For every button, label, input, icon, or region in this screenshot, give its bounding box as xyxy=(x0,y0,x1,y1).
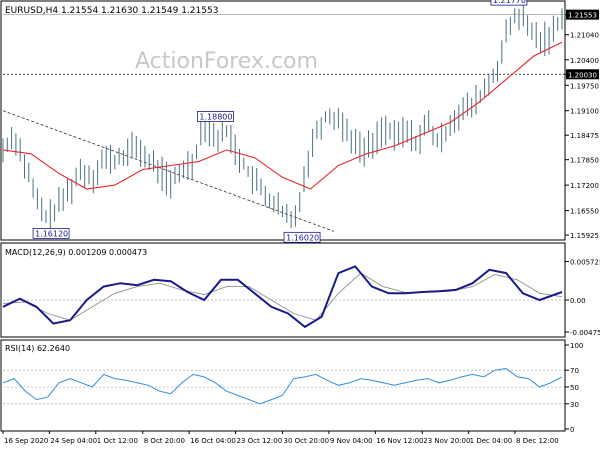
macd-tick-label: 0.005725 xyxy=(570,259,600,267)
support-level-label: 1.20030 xyxy=(568,71,597,79)
time-tick-label: 24 Sep 04:00 xyxy=(50,437,97,445)
rsi-tick-label: 30 xyxy=(570,401,579,409)
time-tick-label: 23 Oct 12:00 xyxy=(237,437,283,445)
rsi-title: RSI(14) 62.2640 xyxy=(5,344,70,353)
price-callout-label: 1.21770 xyxy=(493,0,526,5)
time-tick-label: 16 Sep 2020 xyxy=(4,437,48,445)
time-tick-label: 8 Oct 20:00 xyxy=(144,437,185,445)
price-tick-label: 1.19750 xyxy=(570,82,599,90)
time-tick-label: 1 Dec 04:00 xyxy=(470,437,513,445)
price-title: EURUSD,H4 1.21554 1.21630 1.21549 1.2155… xyxy=(5,6,218,16)
time-tick-label: 23 Nov 20:00 xyxy=(423,437,470,445)
watermark: ActionForex.com xyxy=(135,49,318,74)
rsi-tick-label: 50 xyxy=(570,384,579,392)
time-tick-label: 9 Nov 04:00 xyxy=(330,437,373,445)
price-callout-label: 1.18800 xyxy=(199,112,232,121)
current-price-label: 1.21553 xyxy=(568,12,597,20)
price-tick-label: 1.17850 xyxy=(570,157,599,165)
rsi-tick-label: 70 xyxy=(570,367,579,375)
macd-tick-label: -0.004755 xyxy=(570,329,600,337)
macd-title: MACD(12,26,9) 0.001209 0.000473 xyxy=(5,248,147,257)
price-callout-label: 1.16020 xyxy=(286,233,319,242)
price-tick-label: 1.21040 xyxy=(570,32,599,40)
time-tick-label: 8 Dec 12:00 xyxy=(516,437,559,445)
price-tick-label: 1.20400 xyxy=(570,57,599,65)
price-tick-label: 1.16550 xyxy=(570,208,599,216)
time-tick-label: 1 Oct 12:00 xyxy=(97,437,138,445)
price-callout-label: 1.16120 xyxy=(35,229,68,238)
time-tick-label: 16 Nov 12:00 xyxy=(376,437,423,445)
price-tick-label: 1.15925 xyxy=(570,232,599,240)
price-tick-label: 1.18475 xyxy=(570,132,599,140)
price-tick-label: 1.19100 xyxy=(570,108,599,116)
rsi-tick-label: 0 xyxy=(570,426,574,434)
time-tick-label: 16 Oct 04:00 xyxy=(190,437,236,445)
macd-tick-label: 0.00 xyxy=(570,297,586,305)
time-tick-label: 30 Oct 20:00 xyxy=(284,437,330,445)
rsi-tick-label: 100 xyxy=(570,342,583,350)
price-tick-label: 1.17200 xyxy=(570,182,599,190)
